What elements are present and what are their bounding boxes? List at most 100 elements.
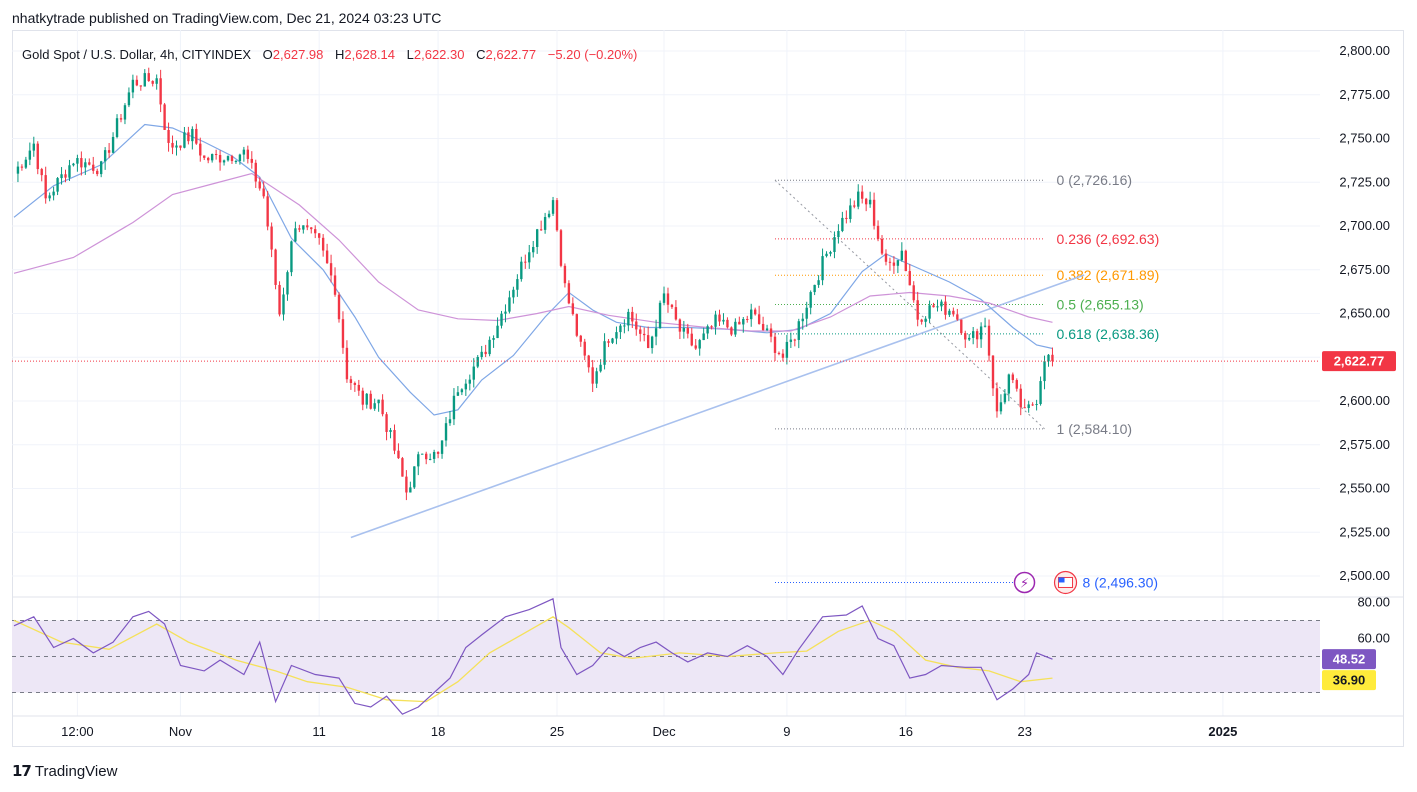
candle[interactable] <box>218 150 222 171</box>
candle[interactable] <box>210 153 214 163</box>
candle[interactable] <box>492 335 495 348</box>
candle[interactable] <box>341 311 345 354</box>
candle[interactable] <box>508 290 511 314</box>
candle[interactable] <box>131 74 135 99</box>
candle[interactable] <box>337 292 341 323</box>
candle[interactable] <box>262 181 265 199</box>
candle[interactable] <box>425 451 428 465</box>
candle[interactable] <box>864 197 868 212</box>
candle[interactable] <box>44 166 47 204</box>
candle[interactable] <box>207 156 210 164</box>
candle[interactable] <box>785 334 789 365</box>
candle[interactable] <box>595 367 598 389</box>
candle[interactable] <box>987 319 991 362</box>
candle[interactable] <box>623 319 626 334</box>
candle[interactable] <box>135 75 139 87</box>
candle[interactable] <box>270 222 273 258</box>
candle[interactable] <box>817 275 820 288</box>
candle[interactable] <box>294 221 297 243</box>
candle[interactable] <box>1031 402 1034 407</box>
candle[interactable] <box>278 281 281 317</box>
candle[interactable] <box>559 228 563 268</box>
candle[interactable] <box>1015 378 1018 392</box>
candle[interactable] <box>171 135 174 155</box>
candle[interactable] <box>861 185 864 204</box>
candle[interactable] <box>460 388 464 396</box>
candle[interactable] <box>678 318 682 340</box>
candle[interactable] <box>686 323 689 339</box>
candle[interactable] <box>829 250 832 257</box>
candle[interactable] <box>765 324 769 332</box>
candle[interactable] <box>968 334 971 342</box>
candle[interactable] <box>979 322 983 348</box>
candle[interactable] <box>535 228 539 254</box>
candle[interactable] <box>793 338 797 347</box>
candle[interactable] <box>238 153 242 165</box>
candle[interactable] <box>639 325 642 342</box>
candle[interactable] <box>999 394 1003 415</box>
candle[interactable] <box>222 159 226 166</box>
candle[interactable] <box>912 281 915 303</box>
candle[interactable] <box>155 74 158 90</box>
candle[interactable] <box>801 313 804 330</box>
candle[interactable] <box>635 313 638 336</box>
candle[interactable] <box>1035 399 1038 411</box>
fibonacci-retracement[interactable]: 0 (2,726.16) 0.236 (2,692.63) 0.382 (2,671… <box>774 172 1159 595</box>
candle[interactable] <box>722 313 725 325</box>
candle[interactable] <box>107 143 111 159</box>
candle[interactable] <box>646 326 650 349</box>
candle[interactable] <box>226 155 230 162</box>
candle[interactable] <box>892 256 896 274</box>
candle[interactable] <box>1051 347 1054 367</box>
candle[interactable] <box>543 212 547 234</box>
trendline[interactable] <box>350 274 1085 539</box>
lightning-event-icon[interactable] <box>1013 571 1036 594</box>
candle[interactable] <box>317 233 321 245</box>
candle[interactable] <box>286 270 289 301</box>
rsi-pane[interactable] <box>12 597 1320 715</box>
candle[interactable] <box>948 308 951 317</box>
candle[interactable] <box>123 103 127 125</box>
candle[interactable] <box>991 355 995 397</box>
candle[interactable] <box>500 310 503 329</box>
candle[interactable] <box>964 330 967 348</box>
candle[interactable] <box>389 427 392 439</box>
candle[interactable] <box>853 200 856 209</box>
candle[interactable] <box>753 307 757 316</box>
candle[interactable] <box>650 335 654 354</box>
candle[interactable] <box>175 140 178 156</box>
candle[interactable] <box>48 192 51 202</box>
candle[interactable] <box>274 248 277 290</box>
candle[interactable] <box>706 324 709 339</box>
candle[interactable] <box>896 259 900 274</box>
candle[interactable] <box>151 80 154 87</box>
candle[interactable] <box>96 168 99 177</box>
candle[interactable] <box>413 466 416 490</box>
candle[interactable] <box>995 382 999 418</box>
candle[interactable] <box>932 302 935 308</box>
candle[interactable] <box>868 191 872 208</box>
candle[interactable] <box>884 249 888 266</box>
candle[interactable] <box>777 351 781 356</box>
candle[interactable] <box>349 375 353 390</box>
candle[interactable] <box>714 310 717 335</box>
candle[interactable] <box>92 156 95 174</box>
candle[interactable] <box>805 301 808 327</box>
candle[interactable] <box>361 387 364 411</box>
candle[interactable] <box>627 308 630 332</box>
candle[interactable] <box>654 319 658 346</box>
candle[interactable] <box>203 155 206 161</box>
candle[interactable] <box>139 85 143 91</box>
last-price-tag[interactable] <box>1322 351 1396 372</box>
candle[interactable] <box>405 470 408 501</box>
candle[interactable] <box>1011 372 1015 384</box>
candle[interactable] <box>607 339 610 348</box>
candle[interactable] <box>833 231 836 259</box>
candle[interactable] <box>306 218 309 231</box>
candle[interactable] <box>555 197 559 232</box>
candle[interactable] <box>797 318 800 349</box>
candle[interactable] <box>448 410 452 426</box>
candle[interactable] <box>191 126 194 150</box>
candle[interactable] <box>432 449 436 464</box>
candle[interactable] <box>357 379 361 396</box>
